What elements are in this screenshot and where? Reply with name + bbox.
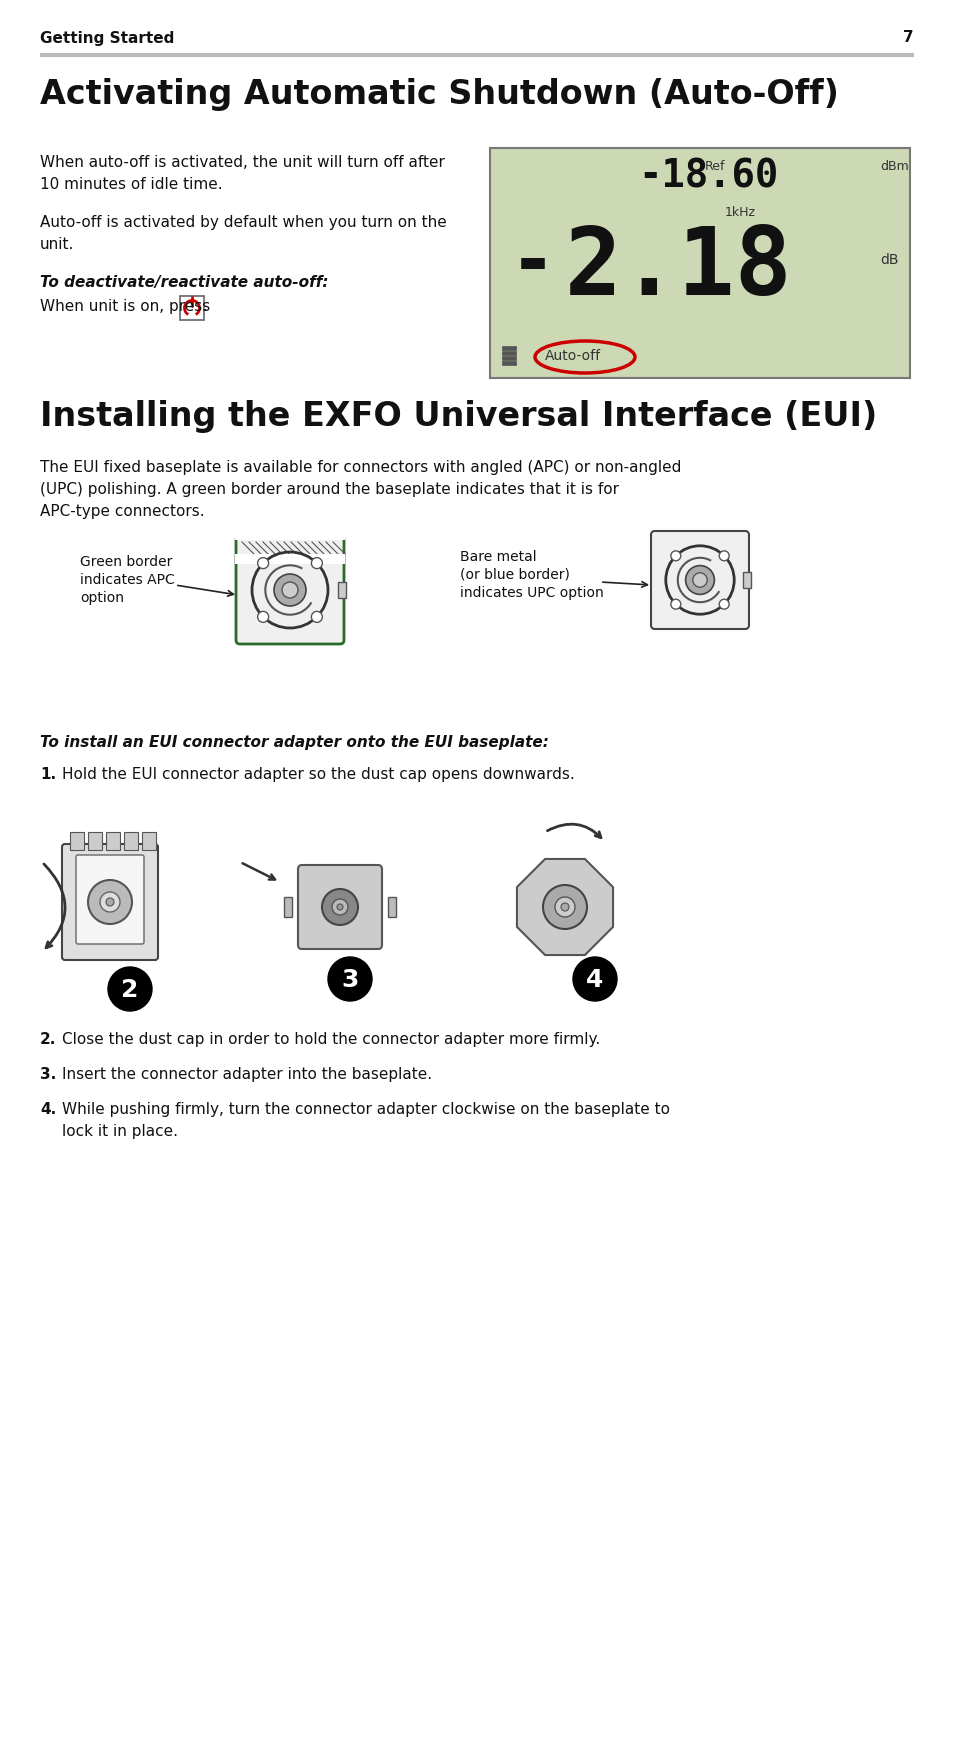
Circle shape [555,897,575,918]
Text: Insert the connector adapter into the baseplate.: Insert the connector adapter into the ba… [62,1067,432,1083]
Text: Green border: Green border [80,554,172,568]
Text: 2.: 2. [40,1032,56,1046]
Text: (or blue border): (or blue border) [459,568,569,582]
FancyBboxPatch shape [76,855,144,944]
Text: When unit is on, press: When unit is on, press [40,299,214,315]
Bar [234,530,345,541]
Bar [234,554,345,565]
Circle shape [542,885,586,930]
Circle shape [322,890,357,925]
Text: (UPC) polishing. A green border around the baseplate indicates that it is for: (UPC) polishing. A green border around t… [40,481,618,497]
Text: 1kHz: 1kHz [723,207,755,219]
Bar [142,833,156,850]
Text: Installing the EXFO Universal Interface (EUI): Installing the EXFO Universal Interface … [40,400,877,433]
Text: 1.: 1. [40,766,56,782]
Circle shape [274,574,306,607]
Text: Close the dust cap in order to hold the connector adapter more firmly.: Close the dust cap in order to hold the … [62,1032,599,1046]
Bar [106,833,120,850]
Text: unit.: unit. [40,236,74,252]
Circle shape [560,904,568,911]
Text: 10 minutes of idle time.: 10 minutes of idle time. [40,177,222,191]
Bar [284,897,292,918]
Circle shape [108,966,152,1012]
Text: Auto-off is activated by default when you turn on the: Auto-off is activated by default when yo… [40,216,446,229]
Text: Getting Started: Getting Started [40,31,174,45]
Circle shape [311,612,322,622]
Bar [70,833,84,850]
Circle shape [257,612,269,622]
Circle shape [685,565,714,594]
Circle shape [282,582,297,598]
Circle shape [670,551,680,561]
FancyBboxPatch shape [235,535,344,645]
Bar [490,148,909,377]
Bar [501,362,516,365]
Circle shape [719,551,728,561]
Circle shape [573,958,617,1001]
Text: dBm: dBm [879,160,908,174]
Bar [501,351,516,355]
FancyBboxPatch shape [297,866,381,949]
Text: indicates UPC option: indicates UPC option [459,586,603,600]
Text: indicates APC: indicates APC [80,574,174,587]
Bar [501,356,516,360]
Bar [501,346,516,349]
Text: To install an EUI connector adapter onto the EUI baseplate:: To install an EUI connector adapter onto… [40,735,548,751]
Text: The EUI fixed baseplate is available for connectors with angled (APC) or non-ang: The EUI fixed baseplate is available for… [40,461,680,474]
Text: dB: dB [879,254,898,268]
Circle shape [670,600,680,608]
Text: .: . [202,299,207,315]
Bar [124,833,138,850]
Bar [388,897,395,918]
Text: While pushing firmly, turn the connector adapter clockwise on the baseplate to: While pushing firmly, turn the connector… [62,1102,669,1118]
Circle shape [106,899,113,905]
Text: 2: 2 [121,978,138,1003]
Text: 4: 4 [586,968,603,992]
Circle shape [88,879,132,925]
Circle shape [311,558,322,568]
Text: To deactivate/reactivate auto-off:: To deactivate/reactivate auto-off: [40,275,328,290]
Circle shape [332,899,348,914]
Text: Auto-off: Auto-off [544,349,600,363]
FancyBboxPatch shape [180,295,204,320]
Text: Bare metal: Bare metal [459,549,536,565]
Text: 4.: 4. [40,1102,56,1118]
Text: 3.: 3. [40,1067,56,1083]
Text: 7: 7 [902,31,913,45]
Circle shape [257,558,269,568]
Text: APC-type connectors.: APC-type connectors. [40,504,204,520]
FancyBboxPatch shape [650,532,748,629]
Circle shape [719,600,728,608]
Bar [337,582,346,598]
Text: lock it in place.: lock it in place. [62,1124,178,1138]
Circle shape [336,904,343,911]
Text: Activating Automatic Shutdown (Auto-Off): Activating Automatic Shutdown (Auto-Off) [40,78,838,111]
Polygon shape [517,859,613,956]
Text: -: - [510,228,556,302]
Bar [88,833,102,850]
FancyBboxPatch shape [62,845,158,959]
Text: Ref: Ref [704,160,724,174]
Text: 2.18: 2.18 [564,222,792,315]
Text: When auto-off is activated, the unit will turn off after: When auto-off is activated, the unit wil… [40,155,444,170]
Text: 3: 3 [341,968,358,992]
Text: option: option [80,591,124,605]
Text: Hold the EUI connector adapter so the dust cap opens downwards.: Hold the EUI connector adapter so the du… [62,766,574,782]
Bar [742,572,750,587]
Circle shape [328,958,372,1001]
Circle shape [100,892,120,912]
Text: -18.60: -18.60 [638,158,778,196]
Circle shape [692,574,706,587]
